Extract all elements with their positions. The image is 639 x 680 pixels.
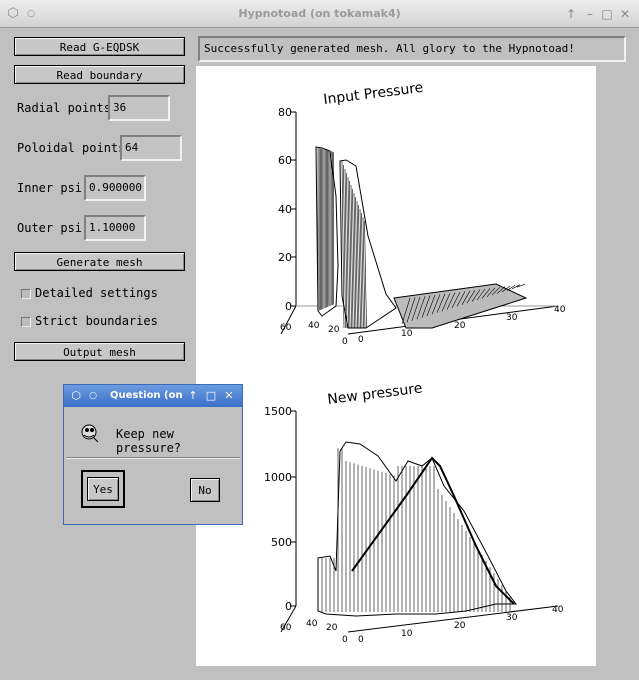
dialog-maximize-icon[interactable]: □ xyxy=(205,389,217,402)
top-z-tick-80: 80 xyxy=(278,106,292,119)
top-x-tick-20: 20 xyxy=(454,321,466,331)
yes-button[interactable]: Yes xyxy=(87,477,119,501)
detailed-settings-label[interactable]: Detailed settings xyxy=(35,286,158,300)
outer-psi-input[interactable]: 1.10000 xyxy=(84,215,146,241)
question-dialog[interactable]: ⬡ ○ Question (on to ↑ □ ✕ Keep new press… xyxy=(63,384,243,525)
bottom-x-tick-10: 10 xyxy=(401,629,413,639)
no-button[interactable]: No xyxy=(190,478,220,502)
app-cube-icon[interactable]: ⬡ xyxy=(7,6,19,21)
window-title: Hypnotoad (on tokamak4) xyxy=(238,7,401,20)
output-mesh-button[interactable]: Output mesh xyxy=(14,342,185,361)
radial-points-label: Radial points: xyxy=(17,101,119,115)
bottom-z-tick-500: 500 xyxy=(271,536,292,549)
top-z-tick-0: 0 xyxy=(285,300,292,313)
detailed-settings-checkbox[interactable] xyxy=(21,289,31,299)
dialog-cube-icon[interactable]: ⬡ xyxy=(71,389,81,402)
top-x-tick-0: 0 xyxy=(358,335,364,345)
dialog-title-bar[interactable]: ⬡ ○ Question (on to ↑ □ ✕ xyxy=(64,385,242,407)
dialog-menu-icon[interactable]: ○ xyxy=(89,391,97,401)
bottom-x-axis xyxy=(347,605,559,633)
top-z-tick-40: 40 xyxy=(278,203,292,216)
dialog-message: Keep new pressure? xyxy=(116,427,182,455)
bottom-z-tick-1000: 1000 xyxy=(264,471,292,484)
dialog-keep-above-icon[interactable]: ↑ xyxy=(188,389,198,402)
status-message: Successfully generated mesh. All glory t… xyxy=(198,36,626,62)
read-geqdsk-button[interactable]: Read G-EQDSK xyxy=(14,37,185,56)
bottom-x-tick-0: 0 xyxy=(358,635,364,645)
top-y-axis xyxy=(280,305,297,335)
bottom-x-tick-30: 30 xyxy=(506,613,518,623)
keep-above-icon[interactable]: ↑ xyxy=(565,7,577,21)
maximize-icon[interactable]: □ xyxy=(601,7,613,21)
top-pressure-surface xyxy=(315,146,528,329)
top-y-tick-20: 20 xyxy=(328,325,340,335)
bottom-pressure-surface xyxy=(317,441,518,617)
dialog-title: Question (on to xyxy=(110,390,182,401)
top-z-tick-60: 60 xyxy=(278,154,292,167)
radial-points-input[interactable]: 36 xyxy=(108,95,170,121)
bottom-z-tick-0: 0 xyxy=(285,600,292,613)
top-z-ticks xyxy=(291,111,296,307)
bottom-z-ticks xyxy=(291,410,296,607)
top-y-tick-0: 0 xyxy=(342,337,348,347)
bottom-y-tick-40: 40 xyxy=(306,619,318,629)
top-y-tick-60: 60 xyxy=(280,323,292,333)
strict-boundaries-label[interactable]: Strict boundaries xyxy=(35,314,158,328)
bottom-y-tick-0: 0 xyxy=(342,635,348,645)
yes-default-frame: Yes xyxy=(81,470,125,508)
dialog-divider xyxy=(66,457,240,459)
pressure-plots: Input Pressure 80 60 40 20 0 60 40 20 0 … xyxy=(264,80,566,645)
bottom-plot-title: New pressure xyxy=(327,380,424,408)
read-boundary-button[interactable]: Read boundary xyxy=(14,65,185,84)
toad-icon xyxy=(80,423,100,443)
bottom-y-axis xyxy=(280,605,297,633)
inner-psi-label: Inner psi: xyxy=(17,181,90,195)
title-bar[interactable]: ⬡ ○ Hypnotoad (on tokamak4) ↑ – □ ✕ xyxy=(0,0,639,28)
plot-area: Input Pressure 80 60 40 20 0 60 40 20 0 … xyxy=(196,66,596,666)
top-x-tick-30: 30 xyxy=(506,313,518,323)
poloidal-points-input[interactable]: 64 xyxy=(120,135,182,161)
inner-psi-input[interactable]: 0.900000 xyxy=(84,175,146,201)
dialog-close-icon[interactable]: ✕ xyxy=(224,389,234,402)
bottom-z-tick-1500: 1500 xyxy=(264,405,292,418)
bottom-x-tick-20: 20 xyxy=(454,621,466,631)
generate-mesh-button[interactable]: Generate mesh xyxy=(14,252,185,271)
top-x-tick-10: 10 xyxy=(401,329,413,339)
outer-psi-label: Outer psi: xyxy=(17,221,90,235)
bottom-y-tick-60: 60 xyxy=(280,623,292,633)
bottom-x-tick-40: 40 xyxy=(552,605,564,615)
strict-boundaries-checkbox[interactable] xyxy=(21,317,31,327)
top-y-tick-40: 40 xyxy=(308,321,320,331)
menu-circle-icon[interactable]: ○ xyxy=(27,9,35,19)
close-icon[interactable]: ✕ xyxy=(619,7,631,21)
minimize-icon[interactable]: – xyxy=(587,7,593,21)
top-plot-title: Input Pressure xyxy=(323,80,425,108)
top-z-tick-20: 20 xyxy=(278,251,292,264)
bottom-y-tick-20: 20 xyxy=(326,623,338,633)
poloidal-points-label: Poloidal points: xyxy=(17,141,133,155)
top-x-tick-40: 40 xyxy=(554,305,566,315)
